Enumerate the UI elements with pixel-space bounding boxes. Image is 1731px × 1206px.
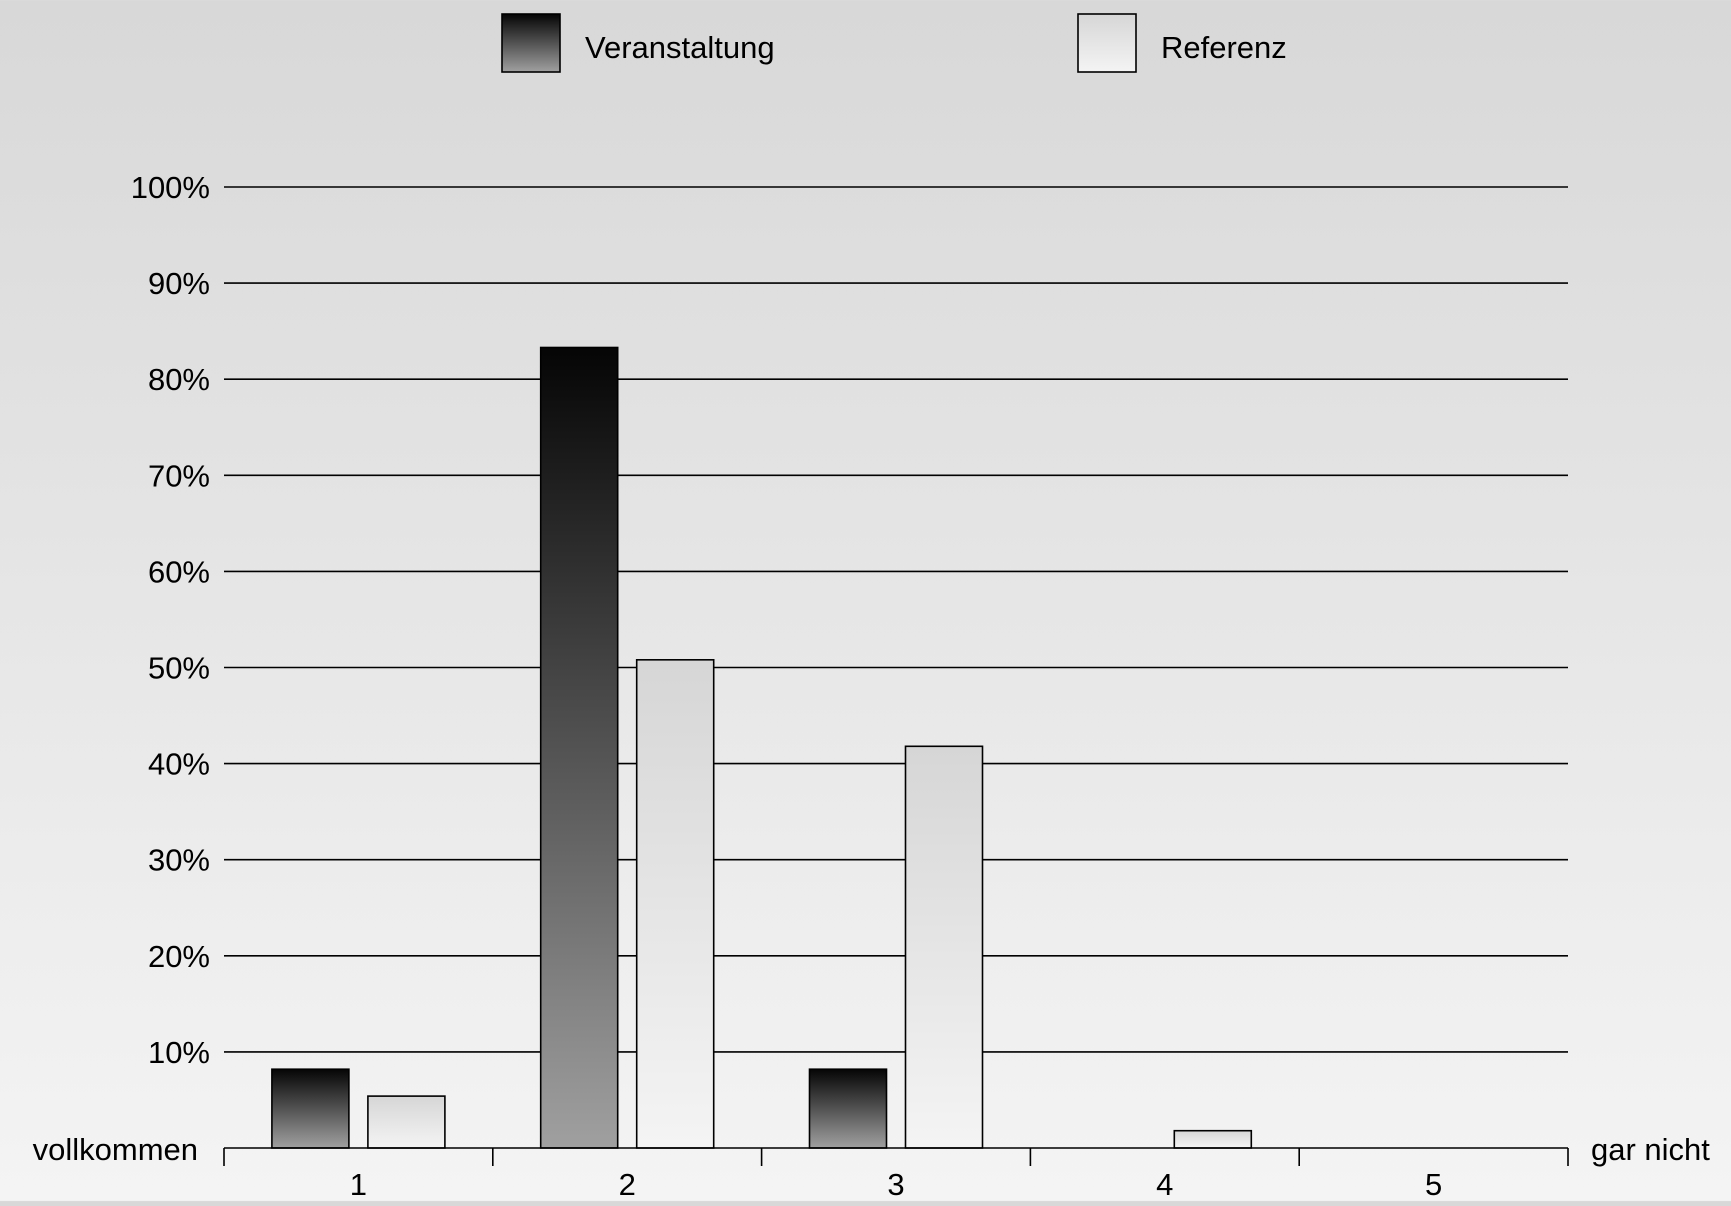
y-tick-label: 90% xyxy=(148,266,210,301)
y-axis-labels: 10% 20% 30% 40% 50% 60% 70% 80% 90% 100% xyxy=(131,170,210,1070)
x-tick-label: 4 xyxy=(1156,1167,1173,1201)
x-tick-label: 2 xyxy=(619,1167,636,1201)
y-tick-label: 60% xyxy=(148,554,210,589)
bar-referenz-4 xyxy=(1173,1129,1253,1149)
y-tick-label: 20% xyxy=(148,939,210,974)
y-tick-label: 70% xyxy=(148,458,210,493)
bar-referenz-1 xyxy=(367,1095,446,1149)
y-tick-label: 10% xyxy=(148,1035,210,1070)
legend-swatch-veranstaltung xyxy=(501,13,561,73)
legend: Veranstaltung Referenz xyxy=(501,13,1287,73)
legend-label-veranstaltung: Veranstaltung xyxy=(585,30,775,65)
bar-veranstaltung-2 xyxy=(539,346,619,1149)
y-tick-label: 30% xyxy=(148,843,210,878)
x-axis: 1 2 3 4 5 xyxy=(223,1147,1569,1202)
x-tick-label: 5 xyxy=(1425,1167,1442,1201)
y-tick-label: 80% xyxy=(148,362,210,397)
bars xyxy=(271,346,1253,1149)
bar-referenz-3 xyxy=(904,745,984,1149)
bar-veranstaltung-1 xyxy=(271,1068,350,1149)
x-axis-right-label: gar nicht xyxy=(1591,1132,1710,1167)
x-axis-left-label: vollkommen xyxy=(33,1132,198,1167)
y-tick-label: 50% xyxy=(148,651,210,686)
x-tick-label: 1 xyxy=(350,1167,367,1201)
bar-veranstaltung-3 xyxy=(808,1068,888,1149)
bar-referenz-2 xyxy=(635,659,715,1149)
y-tick-label: 100% xyxy=(131,170,210,205)
x-tick-label: 3 xyxy=(887,1167,904,1201)
legend-label-referenz: Referenz xyxy=(1161,30,1287,65)
legend-swatch-referenz xyxy=(1077,13,1137,73)
y-tick-label: 40% xyxy=(148,747,210,782)
gridlines xyxy=(224,186,1568,1053)
